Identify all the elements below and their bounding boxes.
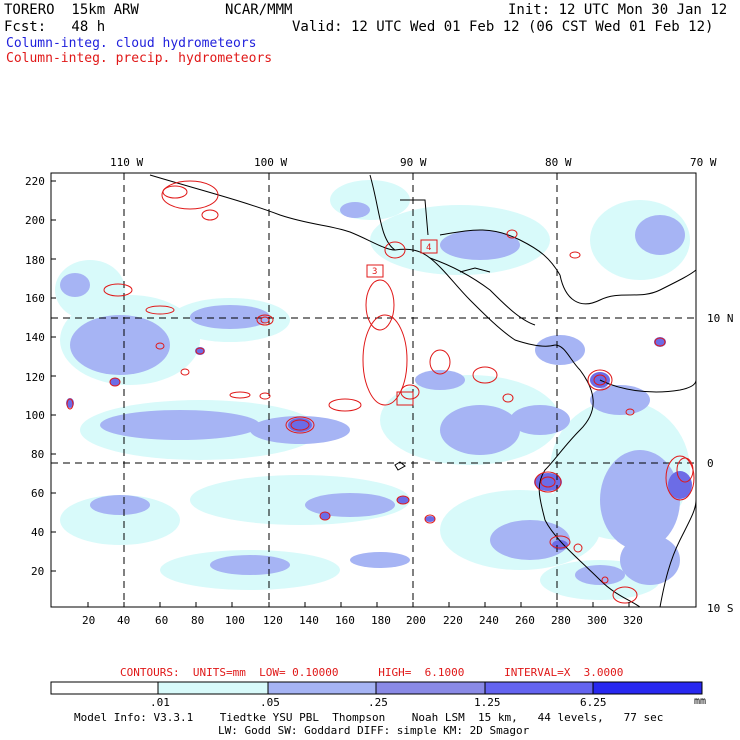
y-tick: 120 (25, 371, 45, 384)
x-tick: 140 (299, 614, 319, 627)
y-tick: 40 (31, 526, 45, 539)
x-tick: 320 (623, 614, 643, 627)
forecast-hour: Fcst: 48 h (4, 19, 106, 35)
x-tick: 240 (479, 614, 499, 627)
x-tick: 120 (263, 614, 283, 627)
colorbar-label: .25 (368, 696, 388, 709)
frame-ticks (51, 180, 630, 607)
colorbar-label: .01 (150, 696, 170, 709)
y-tick: 160 (25, 292, 45, 305)
x-tick: 200 (406, 614, 426, 627)
lat-label-0: 0 (707, 457, 714, 470)
x-tick: 260 (515, 614, 535, 627)
physics-info: LW: Godd SW: Goddard DIFF: simple KM: 2D… (218, 724, 530, 737)
x-tick: 180 (371, 614, 391, 627)
y-tick: 200 (25, 214, 45, 227)
model-info: Model Info: V3.3.1 Tiedtke YSU PBL Thomp… (74, 711, 664, 724)
colorbar-label: 1.25 (474, 696, 501, 709)
lon-label-110w: 110 W (110, 156, 144, 169)
lon-label-70w: 70 W (690, 156, 717, 169)
y-tick: 20 (31, 565, 45, 578)
lat-label-10s: 10 S (707, 602, 734, 615)
y-tick: 140 (25, 331, 45, 344)
precip-contours (66, 180, 695, 604)
colorbar (50, 681, 703, 695)
legend-cloud: Column-integ. cloud hydrometeors (6, 36, 257, 51)
x-tick: 300 (587, 614, 607, 627)
x-tick: 100 (225, 614, 245, 627)
box-label-4: 4 (426, 243, 431, 253)
x-tick: 280 (551, 614, 571, 627)
coastlines (149, 174, 696, 607)
x-tick: 60 (155, 614, 169, 627)
legend-precip: Column-integ. precip. hydrometeors (6, 51, 273, 66)
contour-info: CONTOURS: UNITS=mm LOW= 0.10000 HIGH= 6.… (120, 666, 624, 679)
lon-label-90w: 90 W (400, 156, 427, 169)
x-tick: 40 (117, 614, 131, 627)
lat-lon-grid (51, 173, 696, 607)
org-label: NCAR/MMM (225, 2, 293, 18)
y-tick: 60 (31, 487, 45, 500)
lon-label-100w: 100 W (254, 156, 288, 169)
init-time: Init: 12 UTC Mon 30 Jan 12 (508, 2, 728, 18)
x-tick: 20 (82, 614, 96, 627)
y-tick: 180 (25, 254, 45, 267)
box-label-3: 3 (372, 267, 377, 277)
x-tick: 220 (443, 614, 463, 627)
valid-time: Valid: 12 UTC Wed 01 Feb 12 (06 CST Wed … (292, 19, 714, 35)
colorbar-label: .05 (260, 696, 280, 709)
y-tick: 220 (25, 175, 45, 188)
cloud-field-light (55, 180, 690, 600)
cloud-field-mid (60, 202, 685, 585)
y-tick: 80 (31, 448, 45, 461)
x-tick: 160 (335, 614, 355, 627)
model-title: TORERO 15km ARW (4, 2, 139, 18)
lon-label-80w: 80 W (545, 156, 572, 169)
lat-label-10n: 10 N (707, 312, 734, 325)
map-frame (50, 172, 697, 608)
colorbar-label: 6.25 (580, 696, 607, 709)
y-tick: 100 (25, 409, 45, 422)
colorbar-unit: mm (694, 696, 707, 707)
domain-boxes (366, 239, 438, 406)
x-tick: 80 (191, 614, 205, 627)
